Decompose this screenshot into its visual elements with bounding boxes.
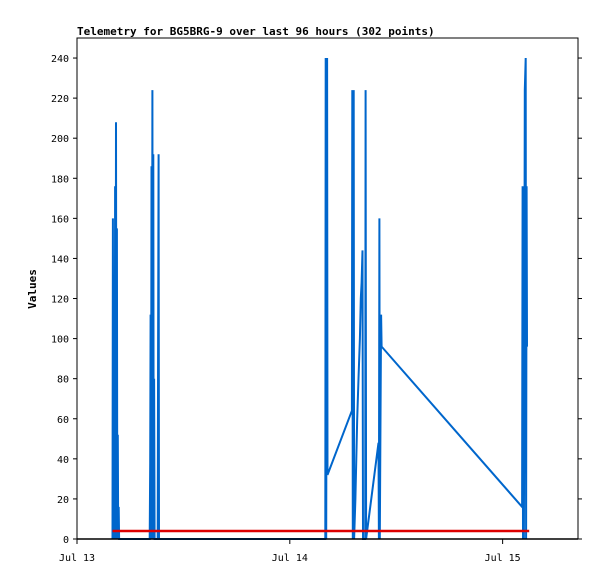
y-tick-label: 200 [51, 134, 69, 145]
y-tick-label: 20 [57, 495, 69, 506]
y-tick-label: 160 [51, 214, 69, 225]
series-line-blue [111, 57, 528, 540]
x-tick-label: Jul 13 [59, 553, 95, 564]
series-layer [77, 57, 578, 540]
y-tick-label: 140 [51, 254, 69, 265]
y-tick-label: 0 [63, 535, 69, 546]
y-tick-label: 100 [51, 335, 69, 346]
y-tick-label: 60 [57, 415, 69, 426]
x-axis: Jul 13 Jul 14 Jul 15 [59, 539, 521, 564]
chart-title: Telemetry for BG5BRG-9 over last 96 hour… [77, 25, 435, 38]
y-tick-label: 220 [51, 94, 69, 105]
y-tick-label: 80 [57, 375, 69, 386]
y-axis: 0 20 40 60 80 100 120 140 160 180 200 220 240 [51, 54, 582, 546]
y-tick-label: 40 [57, 455, 69, 466]
y-tick-label: 180 [51, 174, 69, 185]
y-tick-label: 120 [51, 295, 69, 306]
y-tick-label: 240 [51, 54, 69, 65]
x-tick-label: Jul 14 [272, 553, 308, 564]
x-tick-label: Jul 15 [485, 553, 521, 564]
y-axis-label: Values [26, 269, 39, 309]
